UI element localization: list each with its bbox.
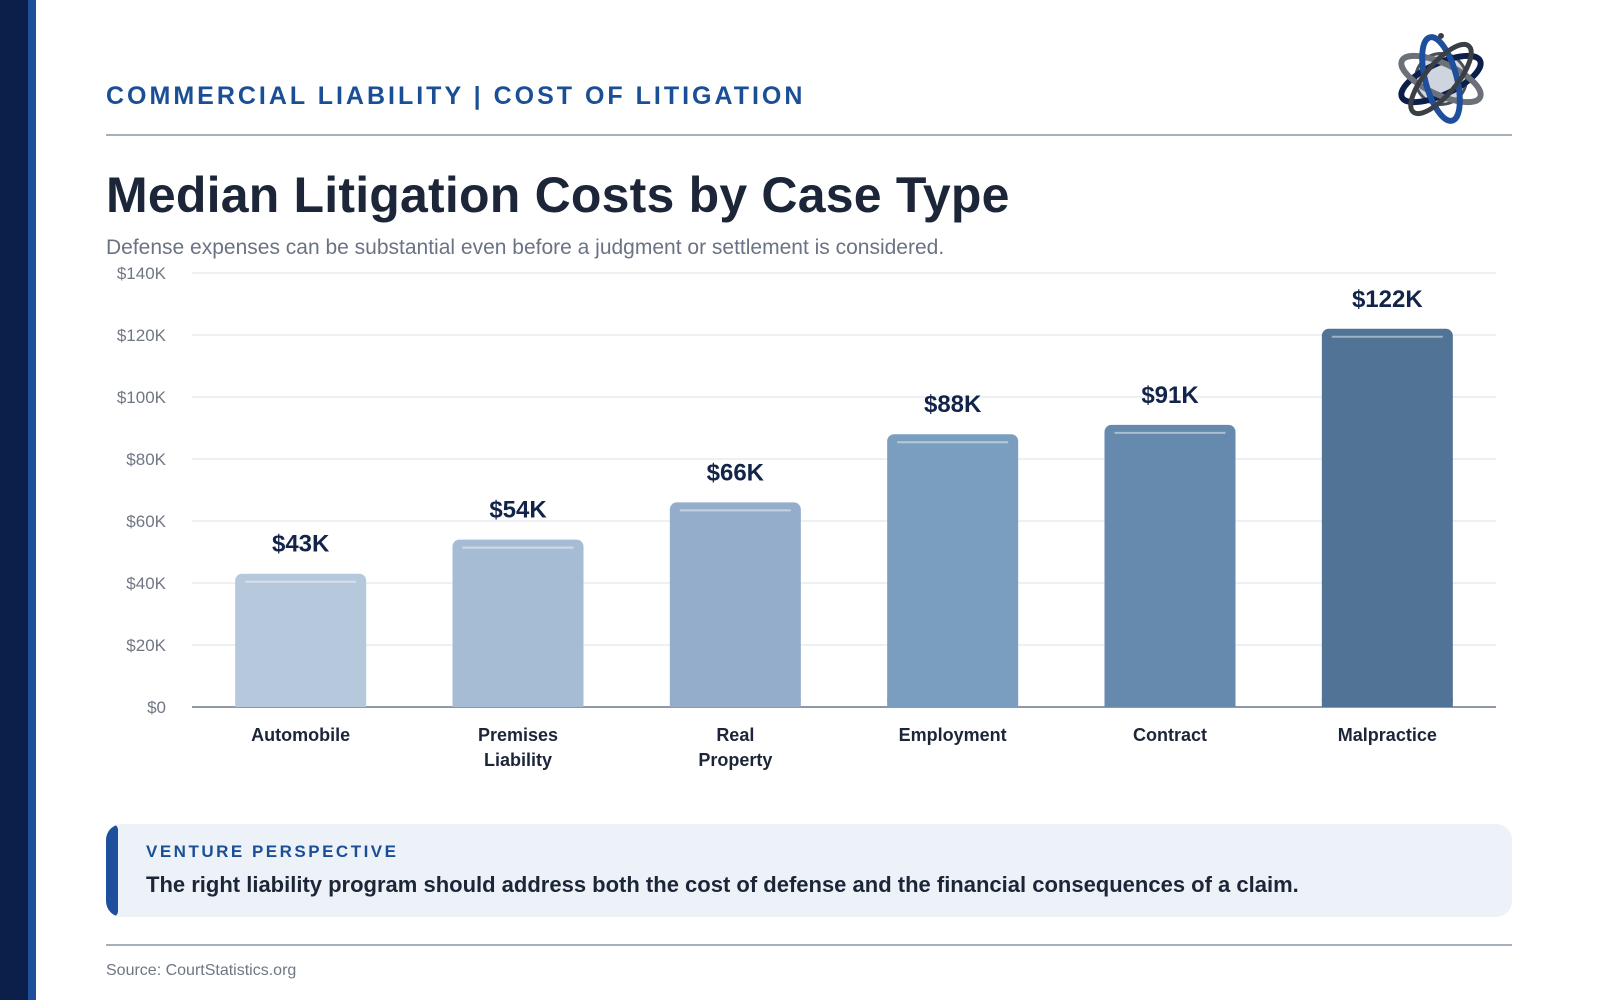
x-category-label: Contract [1133, 725, 1207, 745]
bar-value-label: $91K [1141, 382, 1199, 409]
bar-value-label: $88K [924, 391, 982, 418]
left-accent-bar-blue [28, 0, 36, 1000]
bar-value-label: $43K [272, 531, 330, 558]
page-subtitle: Defense expenses can be substantial even… [106, 236, 945, 259]
y-tick-label: $20K [126, 636, 166, 655]
bar [235, 573, 367, 707]
bar-base [1104, 699, 1236, 707]
bar-value-label: $122K [1352, 286, 1423, 313]
y-tick-label: $80K [126, 450, 166, 469]
venture-perspective-callout: VENTURE PERSPECTIVE The right liability … [106, 824, 1512, 917]
x-category-label: Automobile [251, 725, 350, 745]
y-tick-label: $0 [147, 698, 166, 717]
bar-base [887, 699, 1019, 707]
left-accent-bar-dark [0, 0, 28, 1000]
callout-text: The right liability program should addre… [146, 872, 1299, 897]
bar-value-label: $54K [489, 497, 547, 524]
y-tick-label: $140K [117, 264, 167, 283]
callout-label: VENTURE PERSPECTIVE [146, 842, 399, 861]
bar-chart: $0 $20K $40K $60K $80K $100K $120K $140K $43K Aut… [117, 264, 1496, 770]
bar-base [1321, 699, 1453, 707]
bar [887, 434, 1019, 707]
x-category-label: Property [698, 750, 772, 770]
x-category-label: Liability [484, 750, 552, 770]
y-tick-label: $100K [117, 388, 167, 407]
y-tick-label: $120K [117, 326, 167, 345]
y-tick-label: $40K [126, 574, 166, 593]
globe-orbit-logo-icon [1398, 32, 1484, 124]
x-category-label: Real [716, 725, 754, 745]
page-title: Median Litigation Costs by Case Type [106, 167, 1010, 223]
bar-base [669, 699, 801, 707]
bar [1321, 328, 1453, 707]
bar-value-label: $66K [707, 459, 765, 486]
source-note: Source: CourtStatistics.org [106, 962, 297, 979]
y-tick-label: $60K [126, 512, 166, 531]
x-category-label: Employment [899, 725, 1007, 745]
x-category-label: Malpractice [1338, 725, 1437, 745]
bar [669, 502, 801, 707]
x-category-label: Premises [478, 725, 558, 745]
bar [1104, 424, 1236, 707]
header-kicker: COMMERCIAL LIABILITY | COST OF LITIGATIO… [106, 82, 806, 110]
callout-accent-bar [106, 824, 118, 917]
bar [452, 539, 584, 707]
header-divider [106, 134, 1512, 136]
bar-base [235, 699, 367, 707]
bar-base [452, 699, 584, 707]
footer-divider [106, 944, 1512, 946]
